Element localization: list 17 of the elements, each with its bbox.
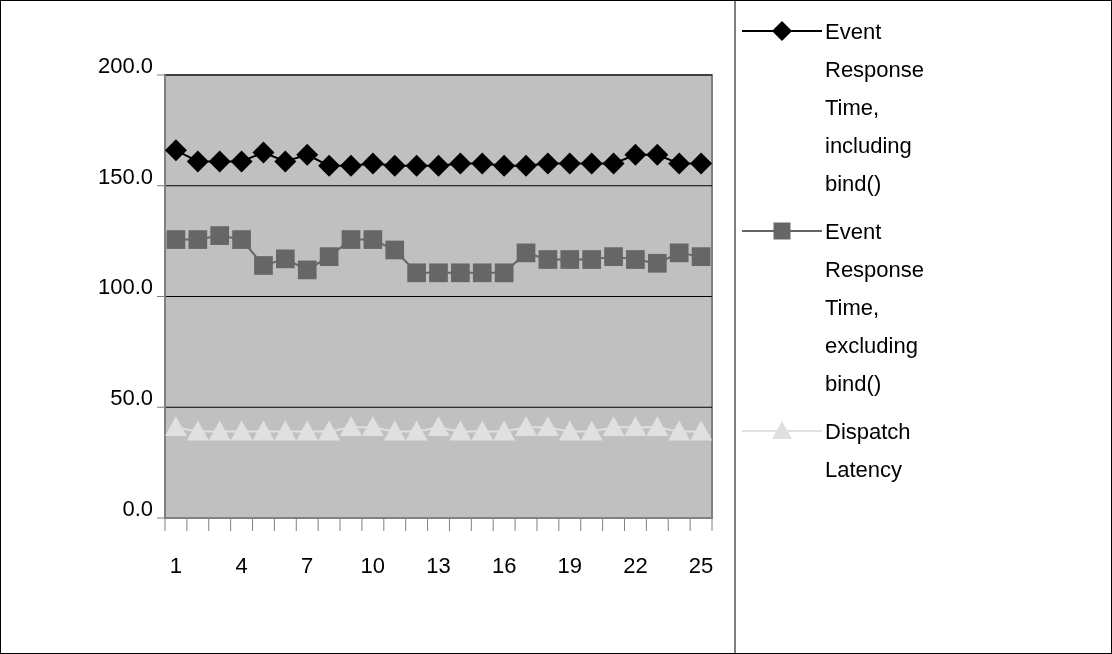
y-tick-label: 0.0 xyxy=(122,495,153,521)
y-tick-label: 100.0 xyxy=(97,274,153,300)
y-tick-label: 50.0 xyxy=(110,385,153,411)
x-tick-label: 1 xyxy=(169,553,183,578)
legend-label: Event Response Time, including bind() xyxy=(825,19,925,196)
x-tick-label: 13 xyxy=(426,553,451,578)
x-tick-label: 19 xyxy=(557,553,583,578)
x-tick-label: 22 xyxy=(623,553,648,578)
legend-label: Event Response Time, excluding bind() xyxy=(825,219,925,396)
x-tick-label: 10 xyxy=(360,553,386,578)
x-tick-label: 25 xyxy=(688,553,714,578)
x-tick-label: 16 xyxy=(491,553,517,578)
x-tick-label: 7 xyxy=(301,553,314,578)
legend-label: Dispatch Latency xyxy=(825,419,911,482)
x-tick-label: 4 xyxy=(235,553,248,578)
y-tick-label: 150.0 xyxy=(97,163,153,189)
y-tick-label: 200.0 xyxy=(97,52,153,78)
